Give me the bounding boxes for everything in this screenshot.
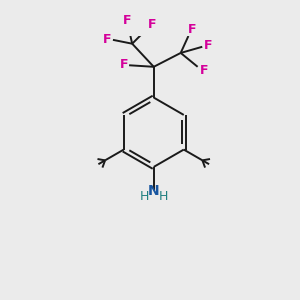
- Text: F: F: [188, 23, 196, 36]
- Text: H: H: [140, 190, 149, 203]
- Text: F: F: [103, 33, 111, 46]
- Text: F: F: [119, 58, 128, 71]
- Text: F: F: [148, 18, 157, 31]
- Text: N: N: [148, 184, 160, 198]
- Text: H: H: [158, 190, 168, 203]
- Text: F: F: [200, 64, 208, 77]
- Text: F: F: [123, 14, 131, 27]
- Text: F: F: [204, 39, 213, 52]
